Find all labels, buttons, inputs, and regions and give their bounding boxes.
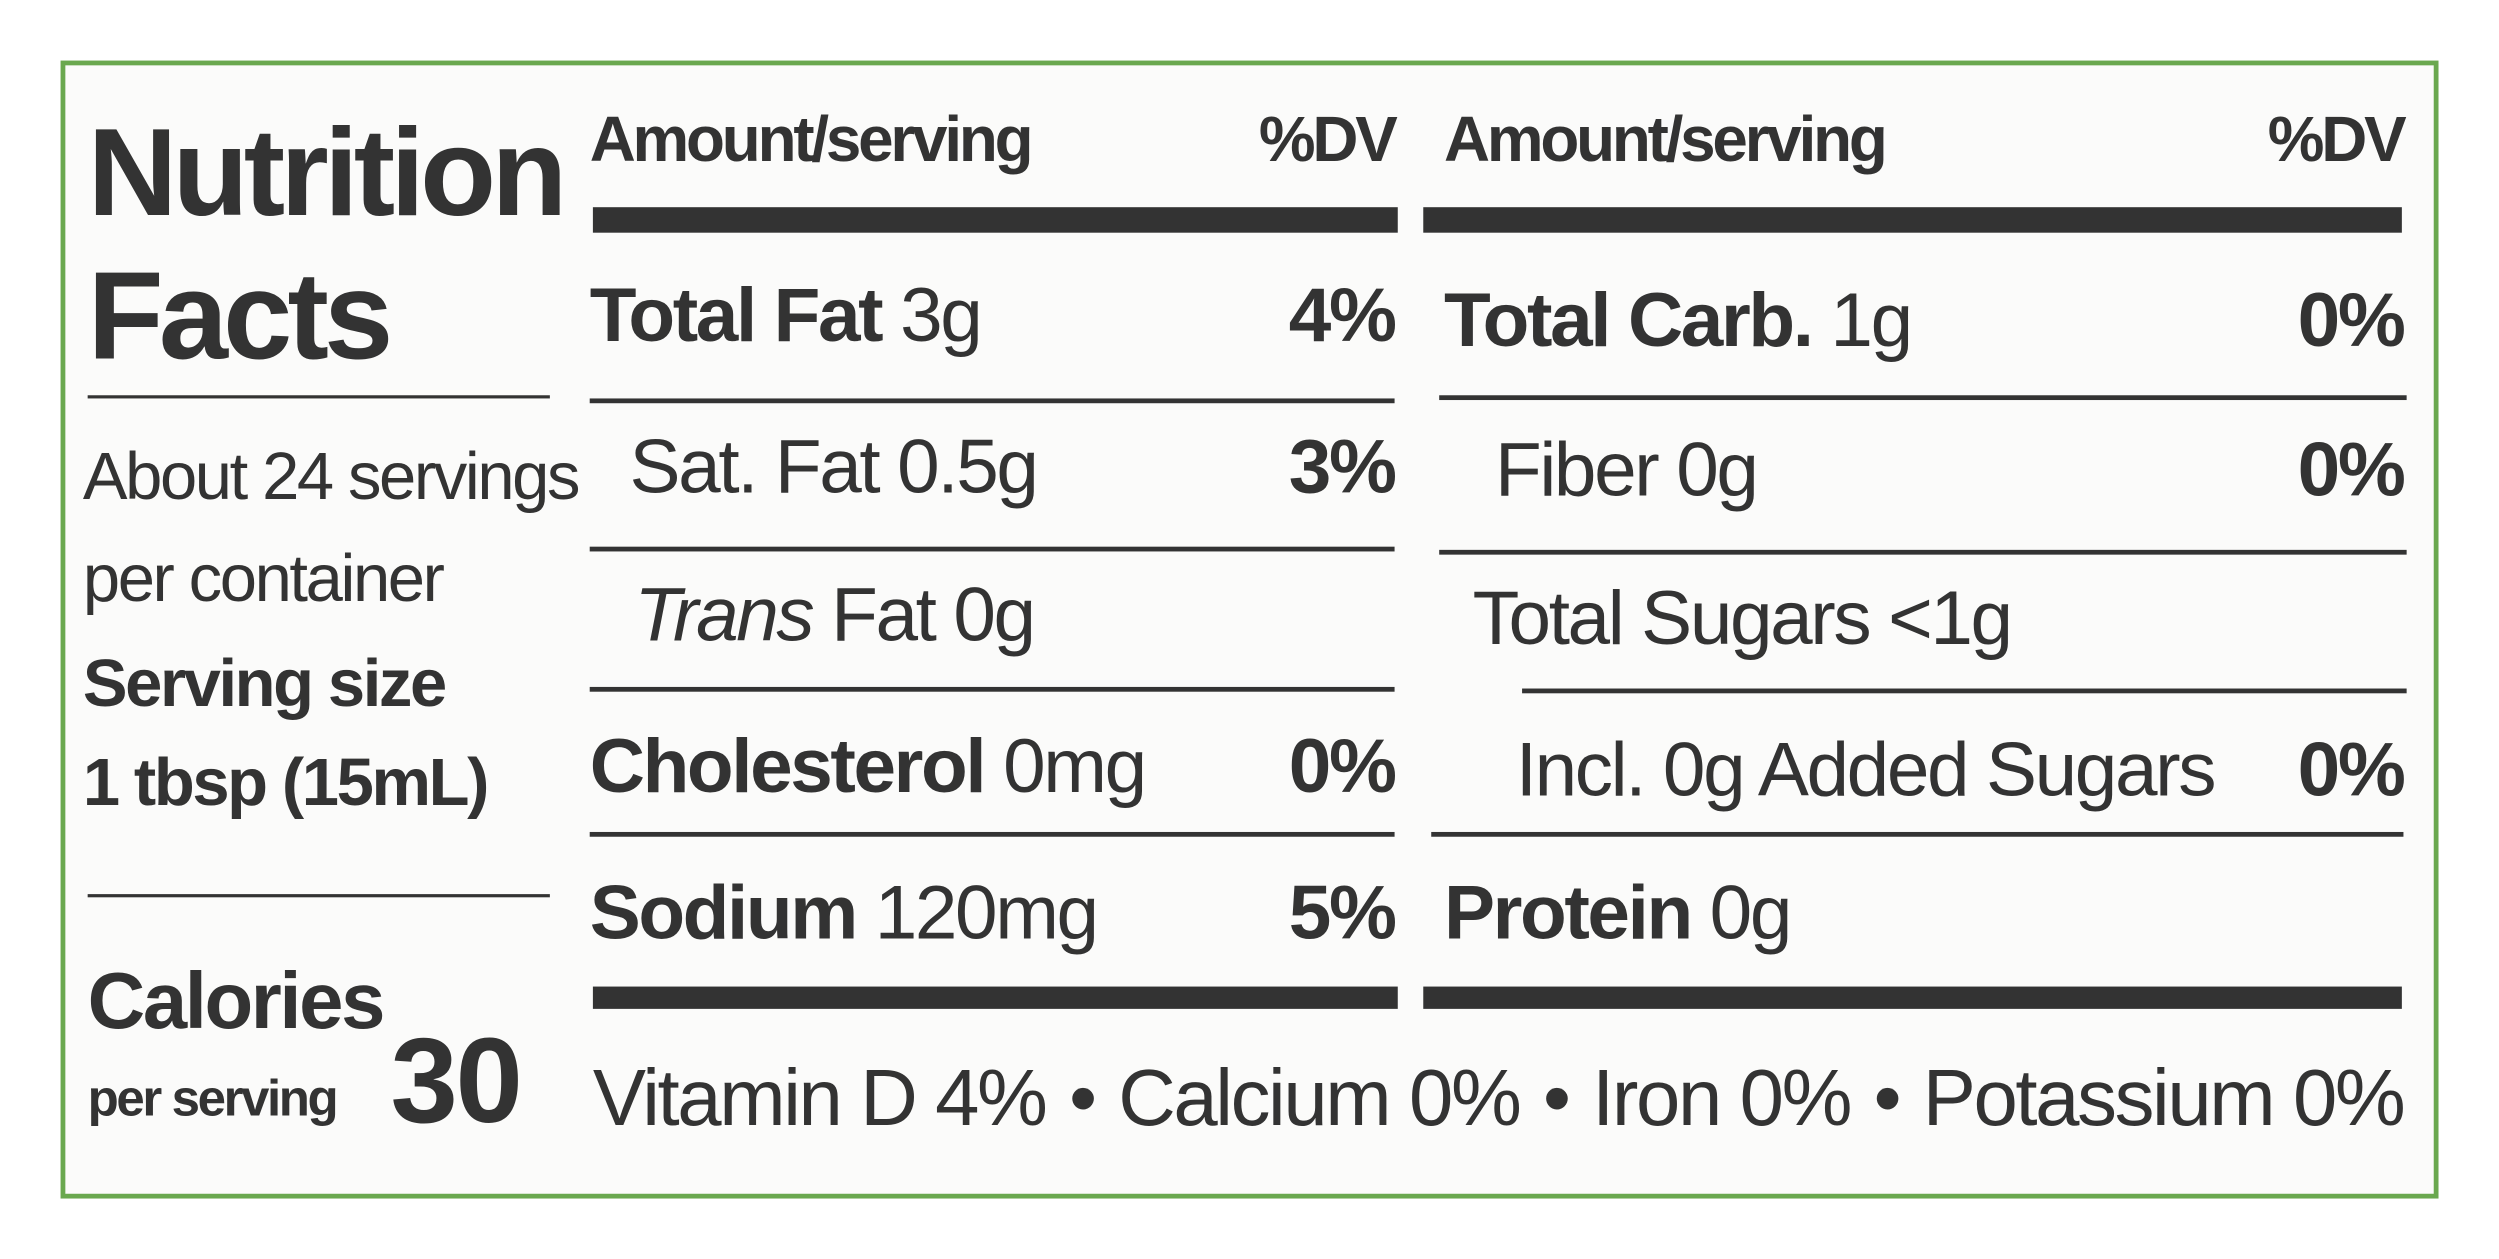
nutrient-amount: <1g xyxy=(1888,576,2013,662)
nutrient-name: Fat xyxy=(831,573,937,659)
footer: Vitamin D 4% • Calcium 0% • Iron 0% • Potas… xyxy=(592,1052,2406,1144)
nutrient-name: Incl. 0g Added Sugars xyxy=(1515,728,2217,813)
column-header: Amount/serving xyxy=(589,105,1034,176)
nutrient-amount: 120mg xyxy=(874,871,1099,957)
rule xyxy=(1439,549,2407,555)
title: Nutrition xyxy=(87,102,568,243)
servings: per container xyxy=(82,540,445,616)
nutrient-row: Cholesterol 0mg xyxy=(589,722,1147,814)
daily-value: 0% xyxy=(2297,428,2406,514)
footer-item: Vitamin D 4% xyxy=(592,1053,1048,1143)
nutrient-row: Total Fat 3g xyxy=(589,271,983,363)
rule-thick xyxy=(1423,207,2402,233)
nutrient-row: Fiber 0g xyxy=(1494,426,1759,518)
rule xyxy=(87,395,550,399)
nutrient-name: Cholesterol xyxy=(589,725,987,810)
nutrient-name: Total Fat xyxy=(589,274,884,359)
servings: About 24 servings xyxy=(82,438,581,514)
calories-label: Calories xyxy=(87,956,386,1046)
daily-value: 3% xyxy=(1288,425,1397,511)
daily-value: 5% xyxy=(1288,871,1397,957)
nutrient-amount: 0.5g xyxy=(897,425,1039,511)
rule-thick xyxy=(1423,986,2402,1009)
column-header: %DV xyxy=(2267,105,2407,176)
calories-sub: per serving xyxy=(87,1069,339,1127)
bullet: • xyxy=(1069,1053,1097,1143)
footer-item: Potassium 0% xyxy=(1922,1053,2406,1143)
nutrient-row: Trans Fat 0g xyxy=(634,571,1036,663)
footer-item: Iron 0% xyxy=(1592,1053,1852,1143)
serving-size: 1 tbsp (15mL) xyxy=(82,744,489,820)
nutrient-name: Total Carb. xyxy=(1443,278,1814,364)
nutrient-row: Sodium 120mg xyxy=(589,869,1099,961)
nutrient-name: Sodium xyxy=(589,871,859,957)
calories: 30 xyxy=(390,1013,522,1150)
rule xyxy=(589,398,1395,404)
rule xyxy=(1439,395,2407,401)
bullet: • xyxy=(1543,1053,1571,1143)
rule xyxy=(589,831,1395,837)
rule-thick xyxy=(592,986,1398,1009)
nutrient-name: Sat. Fat xyxy=(629,425,881,511)
nutrient-amount: 0mg xyxy=(1003,725,1147,810)
nutrient-row: Total Sugars <1g xyxy=(1472,574,2013,666)
rule xyxy=(589,686,1395,692)
nutrient-name: Protein xyxy=(1443,871,1693,957)
nutrient-italic: Trans xyxy=(634,573,814,659)
bullet: • xyxy=(1873,1053,1902,1143)
rule xyxy=(87,894,550,898)
nutrient-row: Total Carb. 1g xyxy=(1443,276,1913,368)
nutrient-name: Fiber xyxy=(1494,428,1660,514)
column-header: Amount/serving xyxy=(1443,105,1888,176)
daily-value: 0% xyxy=(1288,725,1397,810)
daily-value: 4% xyxy=(1288,274,1397,359)
title: Facts xyxy=(87,245,394,386)
footer-item: Calcium 0% xyxy=(1118,1053,1522,1143)
nutrient-row: Incl. 0g Added Sugars xyxy=(1515,725,2217,817)
serving-size-label: Serving size xyxy=(82,645,447,721)
nutrient-row: Protein 0g xyxy=(1443,869,1793,961)
nutrient-amount: 3g xyxy=(900,274,983,359)
rule xyxy=(1431,831,2404,837)
rule xyxy=(1522,688,2407,694)
nutrient-name: Total Sugars xyxy=(1472,576,1872,662)
nutrient-amount: 0g xyxy=(1709,871,1793,957)
nutrient-row: Sat. Fat 0.5g xyxy=(629,422,1039,514)
column-header: %DV xyxy=(1258,105,1398,176)
nutrient-amount: 1g xyxy=(1830,278,1913,364)
nutrient-amount: 0g xyxy=(1676,428,1759,514)
rule xyxy=(589,546,1395,552)
daily-value: 0% xyxy=(2297,278,2406,364)
daily-value: 0% xyxy=(2297,728,2406,813)
rule-thick xyxy=(592,207,1398,233)
nutrient-amount: 0g xyxy=(953,573,1036,659)
